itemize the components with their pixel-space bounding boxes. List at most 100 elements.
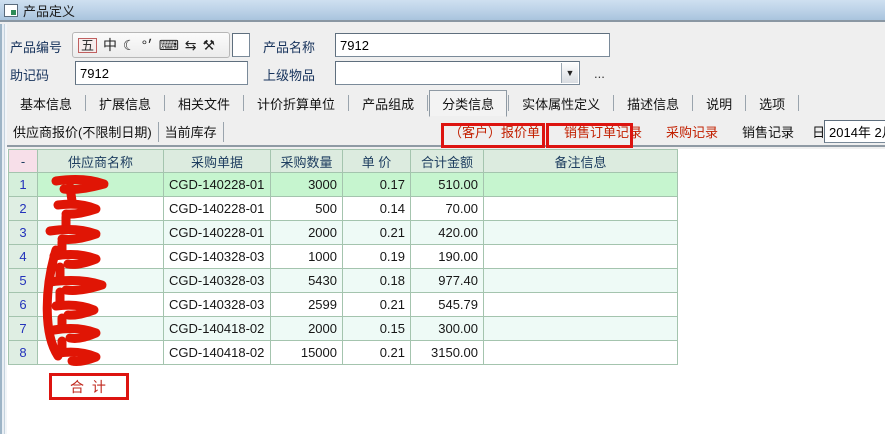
cell-price[interactable]: 0.15: [342, 316, 411, 341]
cell-note[interactable]: [483, 340, 678, 365]
tab-options[interactable]: 选项: [759, 96, 786, 112]
cell-doc[interactable]: CGD-140328-03: [163, 292, 271, 317]
cell-supplier[interactable]: [37, 340, 164, 365]
cell-amount[interactable]: 190.00: [410, 244, 484, 269]
table-row[interactable]: 4 CGD-140328-03 1000 0.19 190.00: [8, 244, 678, 269]
header-unit-price[interactable]: 单 价: [342, 149, 411, 173]
cell-qty[interactable]: 1000: [270, 244, 343, 269]
cell-note[interactable]: [483, 316, 678, 341]
cell-doc[interactable]: CGD-140228-01: [163, 172, 271, 197]
subtab-current-stock[interactable]: 当前库存: [164, 125, 217, 140]
tab-product-composition[interactable]: 产品组成: [362, 96, 415, 112]
row-number[interactable]: 7: [8, 316, 38, 341]
cell-amount[interactable]: 420.00: [410, 220, 484, 245]
cell-supplier[interactable]: [37, 316, 164, 341]
link-sales-records[interactable]: 销售记录: [742, 125, 795, 140]
cell-price[interactable]: 0.14: [342, 196, 411, 221]
cell-note[interactable]: [483, 220, 678, 245]
table-row[interactable]: 5 CGD-140328-03 5430 0.18 977.40: [8, 268, 678, 293]
cell-doc[interactable]: CGD-140418-02: [163, 316, 271, 341]
row-number[interactable]: 8: [8, 340, 38, 365]
cell-price[interactable]: 0.19: [342, 244, 411, 269]
mnemonic-input[interactable]: [76, 62, 247, 84]
header-notes[interactable]: 备注信息: [483, 149, 678, 173]
header-purchase-qty[interactable]: 采购数量: [270, 149, 343, 173]
cell-note[interactable]: [483, 196, 678, 221]
cell-amount[interactable]: 70.00: [410, 196, 484, 221]
cell-note[interactable]: [483, 244, 678, 269]
cell-price[interactable]: 0.17: [342, 172, 411, 197]
tab-description-info[interactable]: 描述信息: [627, 96, 680, 112]
link-sales-order-records[interactable]: 销售订单记录: [564, 125, 643, 140]
cell-amount[interactable]: 510.00: [410, 172, 484, 197]
cell-supplier[interactable]: [37, 268, 164, 293]
chevron-down-icon[interactable]: ▼: [561, 63, 578, 83]
cell-note[interactable]: [483, 292, 678, 317]
header-total-amount[interactable]: 合计金额: [410, 149, 484, 173]
product-code-input[interactable]: [232, 33, 250, 57]
parent-item-input[interactable]: [336, 62, 579, 84]
tab-related-files[interactable]: 相关文件: [178, 96, 231, 112]
header-supplier-name[interactable]: 供应商名称: [37, 149, 164, 173]
cell-price[interactable]: 0.21: [342, 292, 411, 317]
table-row[interactable]: 7 CGD-140418-02 2000 0.15 300.00: [8, 316, 678, 341]
table-row[interactable]: 2 CGD-140228-01 500 0.14 70.00: [8, 196, 678, 221]
cell-supplier[interactable]: [37, 196, 164, 221]
table-row[interactable]: 8 CGD-140418-02 15000 0.21 3150.00: [8, 340, 678, 365]
cell-qty[interactable]: 500: [270, 196, 343, 221]
cell-amount[interactable]: 545.79: [410, 292, 484, 317]
header-row-selector[interactable]: -: [8, 149, 38, 173]
cell-supplier[interactable]: [37, 244, 164, 269]
chinese-mode-icon[interactable]: 中: [103, 37, 118, 53]
cell-price[interactable]: 0.21: [342, 220, 411, 245]
row-number[interactable]: 5: [8, 268, 38, 293]
tab-classification-info[interactable]: 分类信息: [429, 89, 508, 117]
cell-qty[interactable]: 15000: [270, 340, 343, 365]
cell-doc[interactable]: CGD-140418-02: [163, 340, 271, 365]
cell-amount[interactable]: 3150.00: [410, 340, 484, 365]
tab-notes[interactable]: 说明: [706, 96, 733, 112]
row-number[interactable]: 1: [8, 172, 38, 197]
cell-doc[interactable]: CGD-140328-03: [163, 244, 271, 269]
row-number[interactable]: 4: [8, 244, 38, 269]
table-row[interactable]: 6 CGD-140328-03 2599 0.21 545.79: [8, 292, 678, 317]
link-customer-quotation[interactable]: （客户）报价单: [449, 125, 541, 140]
table-row[interactable]: 1 CGD-140228-01 3000 0.17 510.00: [8, 172, 678, 197]
split-icon[interactable]: ⇆: [184, 37, 197, 53]
table-row[interactable]: 3 CGD-140228-01 2000 0.21 420.00: [8, 220, 678, 245]
tab-entity-attributes[interactable]: 实体属性定义: [522, 96, 601, 112]
cell-supplier[interactable]: [37, 292, 164, 317]
tools-icon[interactable]: ⚒: [202, 37, 216, 53]
cell-doc[interactable]: CGD-140228-01: [163, 196, 271, 221]
tab-extended-info[interactable]: 扩展信息: [99, 96, 152, 112]
subtab-supplier-quotes[interactable]: 供应商报价(不限制日期): [13, 125, 152, 140]
cell-amount[interactable]: 300.00: [410, 316, 484, 341]
cell-price[interactable]: 0.21: [342, 340, 411, 365]
ime-toolbar[interactable]: 五 中 ☾ °׳ ⌨ ⇆ ⚒: [72, 32, 230, 58]
tab-basic-info[interactable]: 基本信息: [20, 96, 73, 112]
product-name-input[interactable]: [336, 34, 609, 56]
tab-unit-conversion[interactable]: 计价折算单位: [257, 96, 336, 112]
keyboard-icon[interactable]: ⌨: [158, 37, 179, 53]
parent-item-combobox[interactable]: ▼: [335, 61, 580, 85]
cell-note[interactable]: [483, 172, 678, 197]
cell-amount[interactable]: 977.40: [410, 268, 484, 293]
cell-doc[interactable]: CGD-140228-01: [163, 220, 271, 245]
cell-qty[interactable]: 2000: [270, 316, 343, 341]
cell-supplier[interactable]: [37, 220, 164, 245]
link-purchase-records[interactable]: 采购记录: [666, 125, 719, 140]
halfwidth-moon-icon[interactable]: ☾: [123, 37, 136, 53]
date-range-input[interactable]: [824, 120, 885, 143]
wubi-icon[interactable]: 五: [78, 37, 98, 53]
punctuation-icon[interactable]: °׳: [141, 37, 153, 53]
row-number[interactable]: 6: [8, 292, 38, 317]
parent-item-browse-button[interactable]: ...: [594, 66, 605, 81]
cell-qty[interactable]: 3000: [270, 172, 343, 197]
cell-doc[interactable]: CGD-140328-03: [163, 268, 271, 293]
cell-qty[interactable]: 2000: [270, 220, 343, 245]
cell-qty[interactable]: 5430: [270, 268, 343, 293]
cell-supplier[interactable]: [37, 172, 164, 197]
row-number[interactable]: 3: [8, 220, 38, 245]
cell-qty[interactable]: 2599: [270, 292, 343, 317]
cell-note[interactable]: [483, 268, 678, 293]
